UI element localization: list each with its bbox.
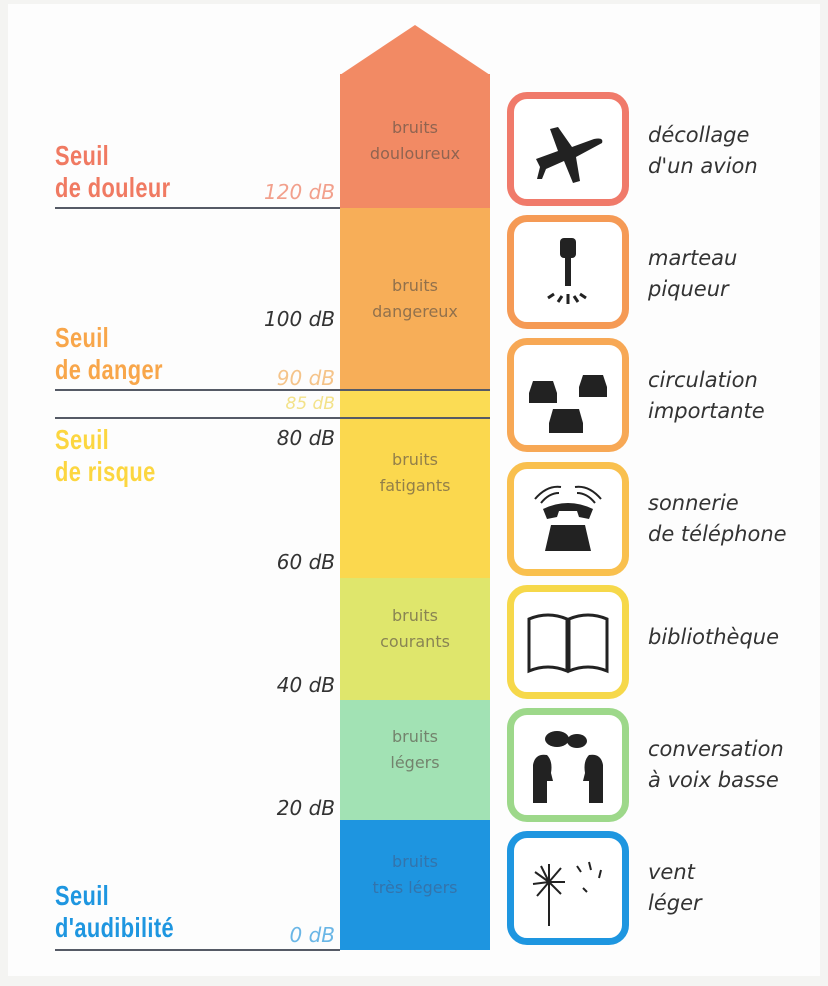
jackhammer-icon: [547, 238, 587, 304]
band-douloureux: bruits douloureux: [340, 74, 490, 208]
threshold-line-90: [55, 389, 490, 391]
db-label-40: 40 dB: [276, 673, 335, 697]
db-label-85: 85 dB: [285, 394, 336, 414]
cars-icon: [529, 375, 607, 433]
band-label: douloureux: [369, 144, 461, 163]
band-label: bruits: [392, 727, 438, 746]
example-text: à voix basse: [648, 768, 779, 792]
example-text: circulation: [648, 368, 758, 392]
band-label: bruits: [392, 450, 438, 469]
band-dangereux: bruits dangereux: [340, 208, 490, 390]
band-legers: bruits légers: [340, 700, 490, 820]
example-text: d'un avion: [648, 154, 758, 178]
people-talking-icon: [533, 731, 603, 803]
example-text: de téléphone: [648, 522, 787, 546]
band-label: très légers: [372, 878, 458, 897]
db-label-80: 80 dB: [276, 426, 335, 450]
telephone-icon-box: [507, 462, 629, 576]
band-tres-legers: bruits très légers: [340, 820, 490, 950]
jackhammer-icon-box: [507, 215, 629, 329]
threshold-title: Seuil: [55, 880, 110, 911]
threshold-risque: Seuil de risque: [55, 424, 156, 488]
example-label-airplane: décollage d'un avion: [648, 120, 758, 182]
example-label-jackhammer: marteau piqueur: [648, 243, 737, 305]
band-courants: bruits courants: [340, 578, 490, 700]
threshold-title: Seuil: [55, 424, 110, 455]
db-label-20: 20 dB: [276, 796, 335, 820]
db-label-60: 60 dB: [276, 550, 335, 574]
band-label: bruits: [392, 852, 438, 871]
threshold-audibilite: Seuil d'audibilité: [55, 880, 174, 944]
example-text: vent: [648, 860, 695, 884]
band-label: dangereux: [372, 302, 458, 321]
db-label-120: 120 dB: [264, 180, 335, 204]
people-talking-icon-box: [507, 708, 629, 822]
example-text: décollage: [648, 123, 750, 147]
threshold-title: Seuil: [55, 322, 110, 353]
book-icon-box: [507, 585, 629, 699]
example-label-conversation: conversation à voix basse: [648, 734, 784, 796]
threshold-line-85: [55, 417, 490, 419]
dandelion-icon: [532, 861, 602, 926]
threshold-douleur: Seuil de douleur: [55, 140, 171, 204]
example-text: sonnerie: [648, 491, 739, 515]
book-icon: [527, 613, 609, 674]
example-label-traffic: circulation importante: [648, 365, 765, 427]
example-label-library: bibliothèque: [648, 622, 779, 653]
band-label: courants: [380, 632, 450, 651]
example-text: importante: [648, 399, 765, 423]
example-label-telephone: sonnerie de téléphone: [648, 488, 787, 550]
threshold-title: de risque: [55, 456, 156, 487]
band-label: bruits: [392, 606, 438, 625]
db-label-100: 100 dB: [264, 307, 335, 331]
threshold-title: de douleur: [55, 172, 171, 203]
threshold-line-120: [55, 207, 340, 209]
airplane-icon-box: [507, 92, 629, 206]
threshold-title: d'audibilité: [55, 912, 175, 943]
dandelion-icon-box: [507, 831, 629, 945]
band-label: bruits: [392, 118, 438, 137]
airplane-icon: [536, 127, 603, 183]
threshold-line-0: [55, 949, 340, 951]
band-85-90: [340, 390, 490, 418]
band-fatigants: bruits fatigants: [340, 418, 490, 578]
example-text: conversation: [648, 737, 784, 761]
band-label: légers: [390, 753, 440, 772]
example-text: bibliothèque: [648, 625, 780, 649]
cars-icon-box: [507, 338, 629, 452]
example-label-wind: vent léger: [648, 857, 702, 919]
example-text: marteau: [648, 246, 738, 270]
telephone-icon: [534, 485, 602, 551]
db-label-90: 90 dB: [276, 366, 335, 390]
band-label: fatigants: [379, 476, 451, 495]
threshold-danger: Seuil de danger: [55, 322, 163, 386]
band-label: bruits: [392, 276, 438, 295]
example-text: léger: [648, 891, 702, 915]
db-label-0: 0 dB: [289, 923, 336, 947]
arrow-tip: [340, 25, 490, 75]
example-text: piqueur: [648, 277, 729, 301]
threshold-title: Seuil: [55, 140, 110, 171]
threshold-title: de danger: [55, 354, 163, 385]
